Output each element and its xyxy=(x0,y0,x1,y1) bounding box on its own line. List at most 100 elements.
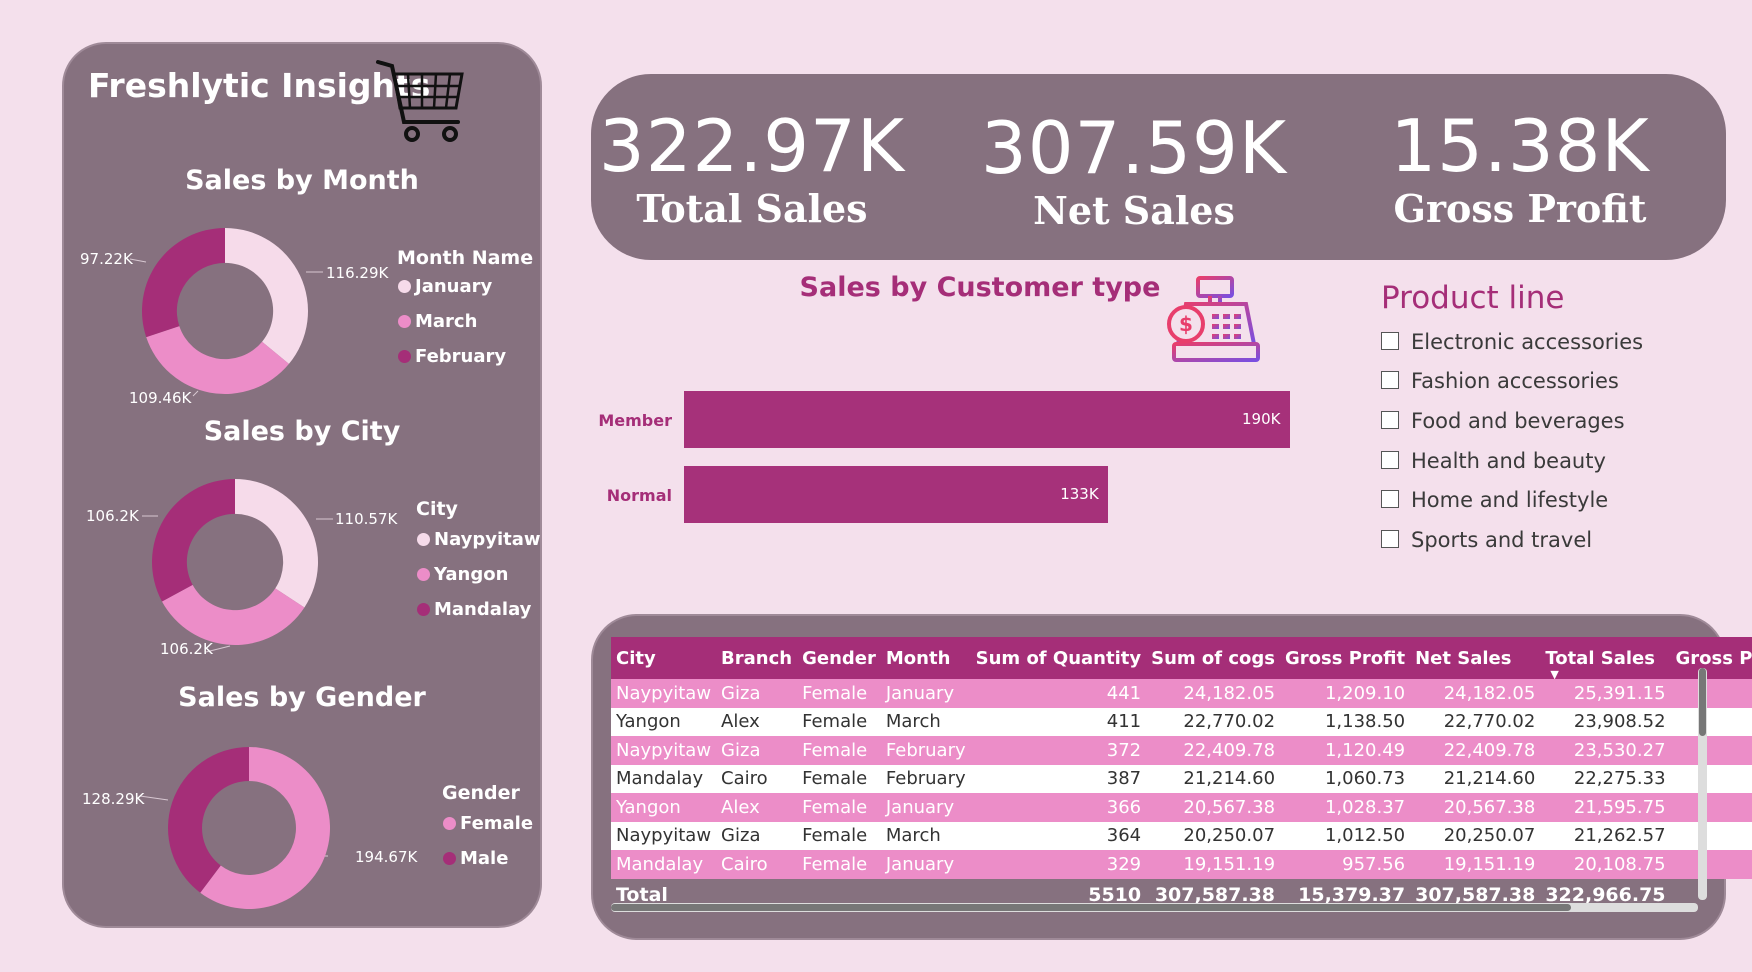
table-cell: Naypyitaw xyxy=(611,736,717,765)
table-cell: 19,151.19 xyxy=(1410,850,1541,879)
slicer-item-home[interactable]: Home and lifestyle xyxy=(1381,488,1608,512)
legend-dot xyxy=(398,279,411,293)
table-cell: February xyxy=(880,736,971,765)
table-cell: 20,567.38 xyxy=(1410,793,1541,822)
svg-text:$: $ xyxy=(1179,312,1193,336)
table-cell: Female xyxy=(797,850,881,879)
slicer-label: Food and beverages xyxy=(1411,409,1625,433)
column-header-label: Total Sales xyxy=(1545,647,1655,669)
total-sales-label: Total Sales xyxy=(636,186,868,231)
month-legend-title: Month Name xyxy=(397,247,534,269)
gross-profit-label: Gross Profit xyxy=(1393,186,1647,231)
table-row[interactable]: Yangon Alex Female March 411 22,770.02 1,138.5… xyxy=(611,707,1752,736)
table-cell: 441 xyxy=(970,679,1147,708)
table-cell: 20,250.07 xyxy=(1146,821,1281,850)
vertical-scrollbar-thumb[interactable] xyxy=(1699,668,1706,736)
checkbox[interactable] xyxy=(1381,451,1399,469)
column-header-quantity[interactable]: Sum of Quantity xyxy=(970,637,1147,679)
column-header-gender[interactable]: Gender xyxy=(797,637,881,679)
checkbox[interactable] xyxy=(1381,371,1399,389)
legend-item-female[interactable]: Female xyxy=(443,813,533,834)
column-header-month[interactable]: Month xyxy=(880,637,971,679)
table-cell: 1,138.50 xyxy=(1280,707,1411,736)
gender-slice-female[interactable] xyxy=(200,747,330,909)
table-cell xyxy=(1670,793,1752,822)
total-cell: 322,966.75 xyxy=(1545,883,1666,906)
table-cell: Yangon xyxy=(611,793,717,822)
slicer-label: Fashion accessories xyxy=(1411,369,1619,393)
cash-register-icon: $ xyxy=(1167,276,1260,362)
city-slice-naypyitaw[interactable] xyxy=(235,479,318,608)
table-cell: 22,770.02 xyxy=(1146,707,1281,736)
table-cell: Giza xyxy=(716,679,798,708)
bar-value-label: 190K xyxy=(1242,410,1281,428)
slicer-item-health[interactable]: Health and beauty xyxy=(1381,449,1606,473)
legend-label: Mandalay xyxy=(434,599,532,620)
legend-item-mandalay[interactable]: Mandalay xyxy=(417,599,531,620)
table-header-row: City Branch Gender Month Sum of Quantity… xyxy=(611,637,1752,679)
table-row[interactable]: Naypyitaw Giza Female January 441 24,182.05 1,… xyxy=(611,679,1752,708)
month-donut-chart xyxy=(142,228,308,394)
column-header-total-sales[interactable]: Total Sales ▼ xyxy=(1540,637,1671,679)
slicer-item-sports[interactable]: Sports and travel xyxy=(1381,528,1592,552)
bar-normal[interactable] xyxy=(684,466,1109,523)
legend-dot xyxy=(398,349,411,363)
legend-item-naypyitaw[interactable]: Naypyitaw xyxy=(417,529,541,550)
checkbox[interactable] xyxy=(1381,490,1399,508)
table-row[interactable]: Mandalay Cairo Female January 329 19,151.19 95… xyxy=(611,850,1752,879)
city-slice-mandalay[interactable] xyxy=(152,479,235,602)
sales-table: City Branch Gender Month Sum of Quantity… xyxy=(611,637,1752,911)
table-cell: 21,262.57 xyxy=(1540,821,1671,850)
table-cell: January xyxy=(880,850,971,879)
column-header-gross-profit-2[interactable]: Gross Pro xyxy=(1670,637,1752,679)
checkbox[interactable] xyxy=(1381,332,1399,350)
total-cell: 15,379.37 xyxy=(1298,883,1406,906)
table-cell: Naypyitaw xyxy=(611,821,717,850)
slicer-item-electronic[interactable]: Electronic accessories xyxy=(1381,330,1643,354)
legend-item-january[interactable]: January xyxy=(398,276,492,297)
total-cell: 5510 xyxy=(1088,883,1142,906)
month-slice-march[interactable] xyxy=(146,326,289,394)
gender-value-label: 128.29K xyxy=(82,790,145,808)
table-cell: 25,391.15 xyxy=(1540,679,1671,708)
gender-slice-male[interactable] xyxy=(167,747,249,893)
legend-label: Yangon xyxy=(434,564,509,585)
table-row[interactable]: Naypyitaw Giza Female March 364 20,250.07 1,01… xyxy=(611,821,1752,850)
legend-item-february[interactable]: February xyxy=(398,346,506,367)
slicer-item-fashion[interactable]: Fashion accessories xyxy=(1381,369,1619,393)
table-cell: 21,595.75 xyxy=(1540,793,1671,822)
table-row[interactable]: Naypyitaw Giza Female February 372 22,409.78 1… xyxy=(611,736,1752,765)
legend-item-march[interactable]: March xyxy=(398,311,477,332)
table-cell xyxy=(1670,764,1752,793)
table-row[interactable]: Mandalay Cairo Female February 387 21,214.60 1… xyxy=(611,764,1752,793)
column-header-branch[interactable]: Branch xyxy=(716,637,798,679)
column-header-city[interactable]: City xyxy=(611,637,717,679)
checkbox[interactable] xyxy=(1381,411,1399,429)
table-cell: Naypyitaw xyxy=(611,679,717,708)
vertical-scrollbar[interactable] xyxy=(1698,668,1707,900)
table-cell: Female xyxy=(797,679,881,708)
total-cell: Total xyxy=(616,883,668,906)
sort-descending-icon: ▼ xyxy=(1550,668,1559,679)
column-header-cogs[interactable]: Sum of cogs xyxy=(1146,637,1281,679)
slicer-item-food[interactable]: Food and beverages xyxy=(1381,409,1625,433)
legend-item-male[interactable]: Male xyxy=(443,848,508,869)
column-header-net-sales[interactable]: Net Sales xyxy=(1410,637,1541,679)
table-row[interactable]: Yangon Alex Female January 366 20,567.38 1,028… xyxy=(611,793,1752,822)
checkbox[interactable] xyxy=(1381,530,1399,548)
table-cell: Yangon xyxy=(611,707,717,736)
legend-dot xyxy=(417,602,430,616)
table-cell: 1,060.73 xyxy=(1280,764,1411,793)
city-slice-yangon[interactable] xyxy=(161,584,305,645)
legend-item-yangon[interactable]: Yangon xyxy=(417,564,508,585)
column-header-gross-profit[interactable]: Gross Profit xyxy=(1280,637,1411,679)
table-cell: 24,182.05 xyxy=(1410,679,1541,708)
horizontal-scrollbar-thumb[interactable] xyxy=(611,904,1571,911)
table-cell: 20,250.07 xyxy=(1410,821,1541,850)
month-slice-february[interactable] xyxy=(142,228,225,338)
table-cell: Cairo xyxy=(716,850,798,879)
table-cell: Mandalay xyxy=(611,764,717,793)
bar-member[interactable] xyxy=(684,391,1290,448)
table-cell xyxy=(1670,707,1752,736)
month-slice-january[interactable] xyxy=(225,228,308,364)
